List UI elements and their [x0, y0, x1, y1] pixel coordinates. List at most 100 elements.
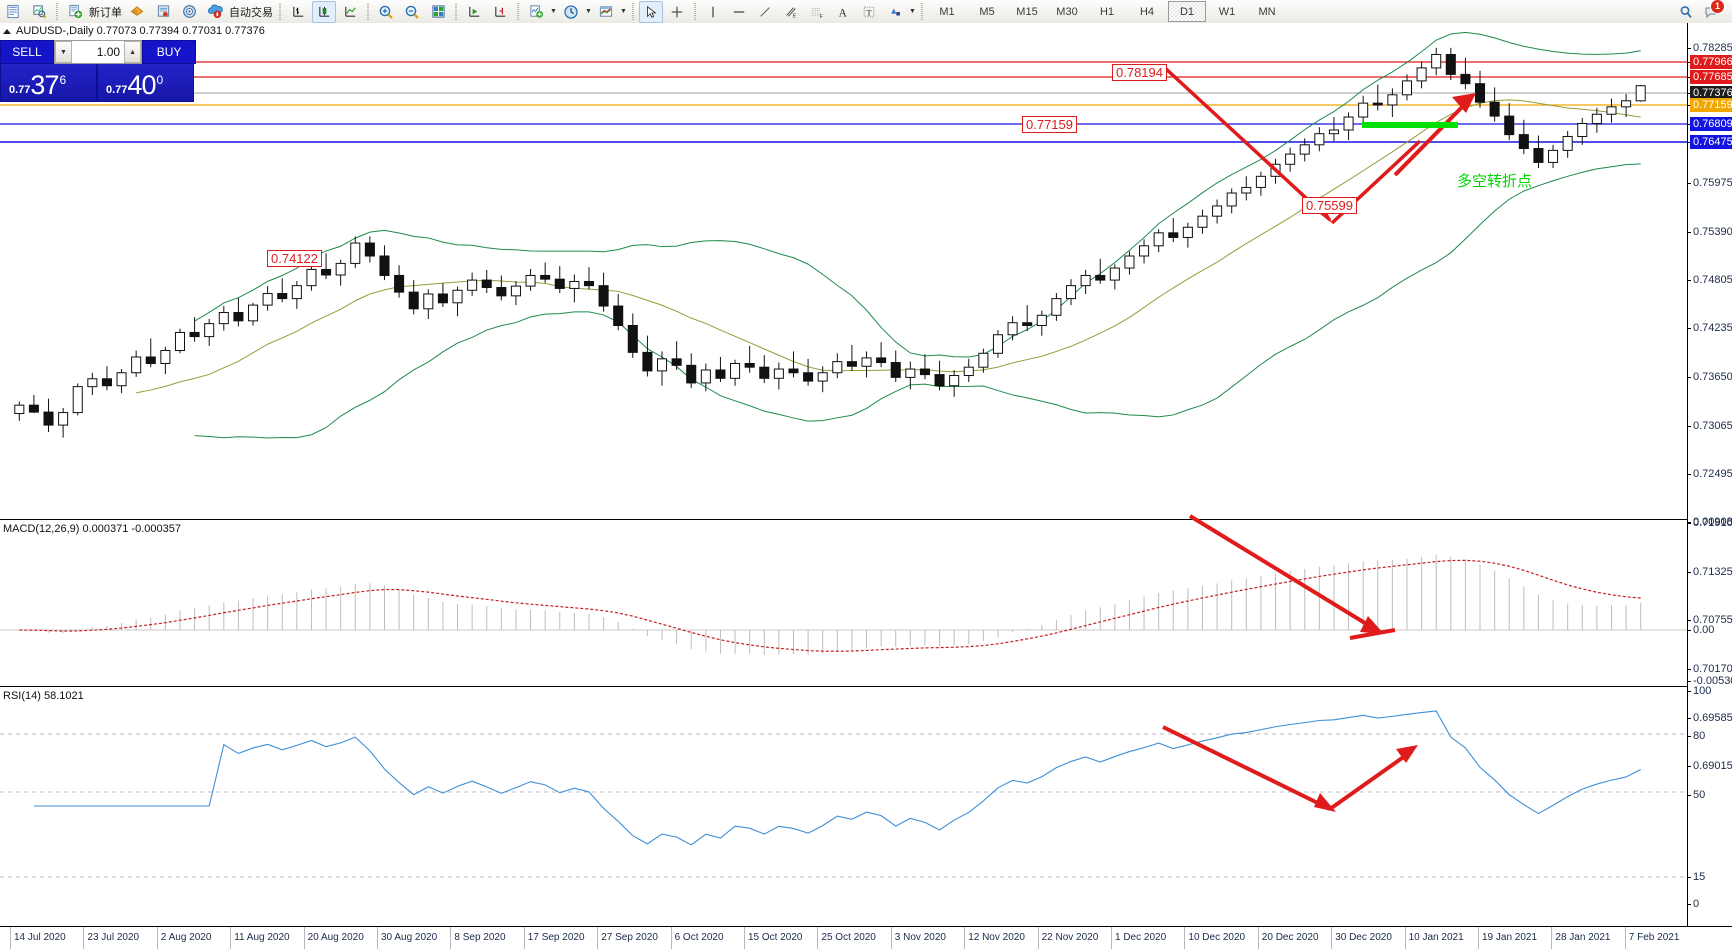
price-tag-mid: 0.77159: [1022, 116, 1077, 133]
toolbar-separator: [694, 2, 696, 21]
rsi-series-line: [33, 710, 1641, 846]
new-order-icon[interactable]: [63, 1, 87, 23]
price-chart-canvas: [0, 31, 1688, 439]
chart-shift-icon[interactable]: [462, 1, 486, 23]
equidistant-channel-icon[interactable]: E: [779, 1, 803, 23]
trade-panel-top-row: SELL ▼ 1.00 ▲ BUY: [0, 40, 196, 64]
vertical-line-icon[interactable]: [701, 1, 725, 23]
autotrading-icon[interactable]: [203, 1, 227, 23]
expert-advisor-icon[interactable]: [125, 1, 149, 23]
time-axis-label: 8 Sep 2020: [454, 932, 506, 943]
ask-price-display[interactable]: 0.77 40 0: [97, 64, 194, 102]
tile-windows-icon[interactable]: [426, 1, 450, 23]
turning-point-annotation: 多空转折点: [1457, 172, 1533, 190]
text-label-icon[interactable]: A: [831, 1, 855, 23]
auto-scroll-icon[interactable]: [488, 1, 512, 23]
time-tick: [890, 927, 892, 949]
time-axis-label: 27 Sep 2020: [601, 932, 658, 943]
one-click-trading-panel[interactable]: SELL ▼ 1.00 ▲ BUY 0.77 37 6 0.77 40 0: [0, 40, 196, 102]
search-icon[interactable]: [1674, 1, 1698, 23]
indicators-icon[interactable]: [524, 1, 548, 23]
price-axis-label: 0.71325: [1693, 566, 1732, 578]
price-level-chip[interactable]: 0.76475: [1690, 135, 1732, 149]
navigator-icon[interactable]: [177, 1, 201, 23]
macd-tick: [1688, 522, 1691, 523]
chart-title-arrow-icon: [3, 28, 11, 34]
main-price-pane[interactable]: 0.78194 0.77159 0.75599 0.74122 多空转折点: [0, 23, 1688, 519]
time-tick: [523, 927, 525, 949]
svg-text:A: A: [839, 7, 848, 19]
macd-axis-label: 0.00: [1693, 624, 1715, 636]
rsi-pane[interactable]: RSI(14) 58.1021: [0, 686, 1688, 927]
terminal-icon[interactable]: [1, 1, 25, 23]
templates-icon[interactable]: [594, 1, 618, 23]
bid-price-main: 37: [30, 70, 59, 100]
timeframe-w1[interactable]: W1: [1218, 5, 1236, 18]
rsi-axis-label: 0: [1693, 898, 1700, 910]
alerts-icon[interactable]: 1: [1700, 0, 1725, 23]
time-tick: [1111, 927, 1112, 949]
market-watch-icon[interactable]: [27, 1, 51, 23]
crosshair-icon[interactable]: [665, 1, 689, 23]
templates-dropdown-caret-icon[interactable]: ▼: [620, 8, 627, 15]
ask-price-prefix: 0.77: [106, 84, 128, 96]
buy-button[interactable]: BUY: [142, 40, 196, 64]
symbol-info-bar: AUDUSD-,Daily 0.77073 0.77394 0.77031 0.…: [0, 24, 265, 38]
period-icon[interactable]: [559, 1, 583, 23]
price-level-chip[interactable]: 0.77376: [1690, 86, 1732, 100]
period-dropdown-caret-icon[interactable]: ▼: [585, 8, 592, 15]
cursor-icon[interactable]: [639, 0, 663, 23]
timeframe-h4[interactable]: H4: [1139, 5, 1155, 18]
macd-histogram: [33, 555, 1642, 655]
macd-pane[interactable]: MACD(12,26,9) 0.000371 -0.000357: [0, 514, 1688, 687]
time-tick: [1404, 927, 1406, 949]
volume-increase-icon[interactable]: ▲: [124, 41, 142, 63]
macd-axis-label: 0.009081: [1693, 516, 1732, 528]
fibonacci-icon[interactable]: F: [805, 1, 829, 23]
main-toolbar: 新订单 自动交易: [0, 0, 1732, 24]
price-level-chip[interactable]: 0.77159: [1690, 98, 1732, 112]
time-tick: [1551, 927, 1553, 949]
data-window-icon[interactable]: [151, 1, 175, 23]
candlestick-chart-icon[interactable]: [312, 0, 336, 23]
time-scale[interactable]: 14 Jul 2020 23 Jul 2020 2 Aug 2020 11 Aug 2…: [0, 926, 1732, 949]
shapes-icon[interactable]: [883, 1, 907, 23]
timeframe-d1[interactable]: D1: [1168, 1, 1206, 22]
time-tick: [450, 927, 452, 949]
price-axis-label: 0.74235: [1693, 322, 1732, 334]
timeframe-m15[interactable]: M15: [1016, 5, 1038, 18]
volume-decrease-icon[interactable]: ▼: [54, 41, 72, 63]
autotrading-label[interactable]: 自动交易: [229, 6, 273, 19]
price-level-chip[interactable]: 0.77966: [1690, 55, 1732, 69]
sell-button[interactable]: SELL: [0, 40, 54, 64]
time-tick: [1037, 927, 1039, 949]
timeframe-h1[interactable]: H1: [1099, 5, 1115, 18]
price-level-chip[interactable]: 0.76809: [1690, 117, 1732, 131]
timeframe-m30[interactable]: M30: [1056, 5, 1078, 18]
new-order-label[interactable]: 新订单: [89, 6, 122, 19]
text-icon[interactable]: T: [857, 1, 881, 23]
shapes-dropdown-caret-icon[interactable]: ▼: [909, 8, 916, 15]
indicators-dropdown-caret-icon[interactable]: ▼: [550, 8, 557, 15]
zoom-out-icon[interactable]: [400, 1, 424, 23]
price-tag-low: 0.75599: [1302, 197, 1357, 214]
trendline-icon[interactable]: [753, 1, 777, 23]
timeframe-m1[interactable]: M1: [939, 5, 955, 18]
horizontal-line-icon[interactable]: [727, 1, 751, 23]
time-axis-label: 1 Dec 2020: [1115, 932, 1167, 943]
price-axis-label: 0.71910: [1693, 517, 1732, 529]
price-axis-label: 0.75975: [1693, 177, 1732, 189]
toolbar-separator: [279, 2, 281, 21]
svg-text:F: F: [820, 14, 823, 19]
bar-chart-icon[interactable]: [286, 1, 310, 23]
price-level-chip[interactable]: 0.77685: [1690, 70, 1732, 84]
line-chart-icon[interactable]: [338, 1, 362, 23]
price-tick: [1688, 183, 1691, 184]
volume-stepper[interactable]: ▼ 1.00 ▲: [53, 40, 143, 64]
volume-value[interactable]: 1.00: [96, 45, 121, 59]
bid-price-display[interactable]: 0.77 37 6: [0, 64, 97, 102]
timeframe-mn[interactable]: MN: [1258, 5, 1276, 18]
zoom-in-icon[interactable]: [374, 1, 398, 23]
timeframe-m5[interactable]: M5: [979, 5, 995, 18]
